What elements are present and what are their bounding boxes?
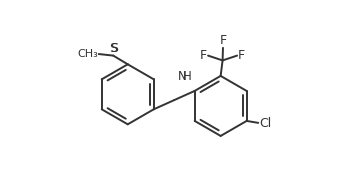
- Text: N: N: [178, 70, 186, 83]
- Text: F: F: [238, 49, 245, 62]
- Text: Cl: Cl: [259, 117, 271, 130]
- Text: S: S: [109, 42, 118, 55]
- Text: H: H: [183, 70, 191, 83]
- Text: F: F: [200, 49, 207, 62]
- Text: S: S: [98, 52, 99, 53]
- Text: CH₃: CH₃: [77, 49, 98, 59]
- Text: F: F: [219, 34, 226, 47]
- Text: S: S: [110, 42, 118, 55]
